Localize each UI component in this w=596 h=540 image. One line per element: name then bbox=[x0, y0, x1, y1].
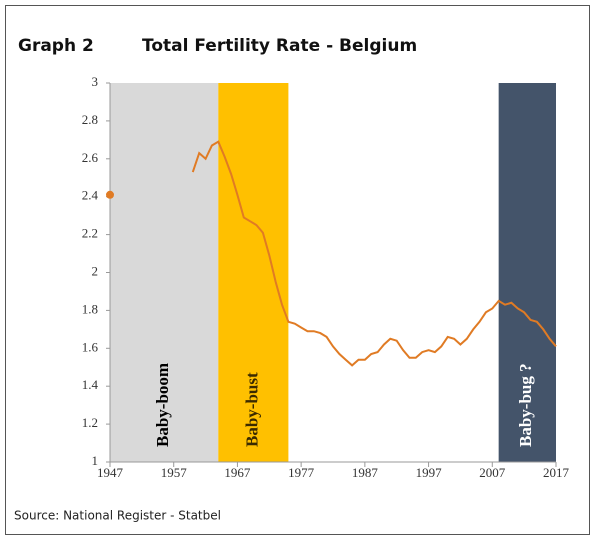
graph-number: Graph 2 bbox=[18, 36, 94, 56]
y-tick-label: 1.2 bbox=[82, 415, 98, 430]
period-band bbox=[498, 83, 556, 462]
band-label: Baby-bust bbox=[242, 372, 261, 447]
y-tick-label: 1.8 bbox=[82, 301, 98, 316]
y-tick-label: 2 bbox=[92, 263, 99, 278]
data-point bbox=[106, 190, 114, 199]
fertility-line bbox=[191, 140, 557, 367]
x-tick-label: 1987 bbox=[352, 465, 379, 480]
y-tick-label: 2.8 bbox=[82, 112, 98, 127]
y-tick-label: 2.4 bbox=[82, 188, 99, 203]
x-tick-label: 1977 bbox=[288, 465, 315, 480]
y-tick-label: 2.2 bbox=[82, 226, 98, 241]
source: Source: National Register - Statbel bbox=[14, 509, 221, 523]
x-tick-label: 1967 bbox=[224, 465, 251, 480]
band-label: Baby-boom bbox=[153, 363, 172, 447]
frame bbox=[5, 5, 590, 535]
chart-title: Total Fertility Rate - Belgium bbox=[142, 36, 417, 56]
period-band bbox=[218, 83, 289, 462]
x-tick-label: 2007 bbox=[479, 465, 506, 480]
y-tick-label: 1 bbox=[92, 453, 99, 468]
x-tick-label: 1957 bbox=[161, 465, 188, 480]
y-tick-label: 2.6 bbox=[82, 150, 99, 165]
y-tick-label: 1.4 bbox=[82, 377, 99, 392]
x-tick-label: 1947 bbox=[97, 465, 124, 480]
y-tick-label: 1.6 bbox=[82, 339, 99, 354]
period-band bbox=[110, 83, 219, 462]
x-tick-label: 1997 bbox=[416, 465, 443, 480]
band-label: Baby-bug ? bbox=[516, 363, 535, 447]
x-tick-label: 2017 bbox=[543, 465, 570, 480]
y-tick-label: 3 bbox=[92, 74, 99, 89]
